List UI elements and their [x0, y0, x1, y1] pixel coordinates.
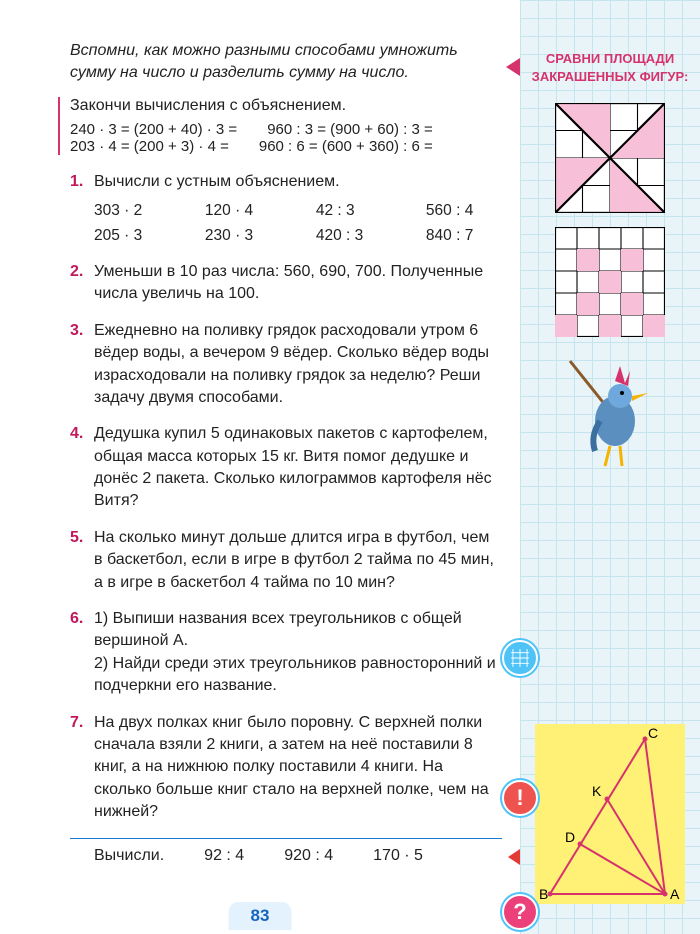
- finish-label: Закончи вычисления с объяснением.: [70, 97, 502, 115]
- exclamation-icon: !: [502, 780, 538, 816]
- task-text: На сколько минут дольше длится игра в фу…: [94, 527, 502, 594]
- vertex-K: K: [592, 783, 602, 799]
- task-text-2: 2) Найди среди этих треугольников равнос…: [94, 653, 502, 698]
- task-num: 4.: [70, 423, 94, 513]
- calc-grid: 303 · 2 120 · 4 42 : 3 560 : 4 205 · 3 2…: [94, 200, 502, 247]
- task-text: На двух полках книг было поровну. С верх…: [94, 712, 502, 824]
- cell: 420 : 3: [316, 225, 392, 247]
- page-number: 83: [229, 902, 292, 930]
- main-content: Вспомни, как можно разными способами умн…: [0, 0, 520, 934]
- vertex-C: C: [648, 725, 658, 741]
- cell: 303 · 2: [94, 200, 171, 222]
- eq-b2: 960 : 6 = (600 + 360) : 6 =: [259, 138, 433, 155]
- eq-b1: 203 · 4 = (200 + 3) · 4 =: [70, 138, 229, 155]
- vertex-D: D: [565, 829, 575, 845]
- task-text: Дедушка купил 5 одинаковых пакетов с кар…: [94, 423, 502, 513]
- triangle-diagram: A B C D K: [535, 724, 685, 904]
- figure-2-squares: [555, 227, 665, 337]
- sidebar-title: СРАВНИ ПЛОЩАДИ ЗАКРАШЕННЫХ ФИГУР:: [520, 50, 700, 95]
- cell: 840 : 7: [426, 225, 502, 247]
- question-icon: ?: [502, 894, 538, 930]
- task-5: 5. На сколько минут дольше длится игра в…: [70, 527, 502, 594]
- eq-row-2: 203 · 4 = (200 + 3) · 4 = 960 : 6 = (600…: [70, 138, 502, 155]
- cell: 560 : 4: [426, 200, 502, 222]
- intro-text: Вспомни, как можно разными способами умн…: [70, 40, 502, 83]
- separator: [70, 838, 502, 839]
- task-3: 3. Ежедневно на поливку грядок расходова…: [70, 320, 502, 410]
- task-num: 5.: [70, 527, 94, 594]
- task-text: Уменьши в 10 раз числа: 560, 690, 700. П…: [94, 261, 502, 306]
- task-num: 2.: [70, 261, 94, 306]
- footer-label: Вычисли.: [94, 847, 164, 865]
- task-text: Ежедневно на поливку грядок расходовали …: [94, 320, 502, 410]
- cell: 230 · 3: [205, 225, 282, 247]
- task-2: 2. Уменьши в 10 раз числа: 560, 690, 700…: [70, 261, 502, 306]
- sidebar: СРАВНИ ПЛОЩАДИ ЗАКРАШЕННЫХ ФИГУР:: [520, 0, 700, 934]
- eq-row-1: 240 · 3 = (200 + 40) · 3 = 960 : 3 = (90…: [70, 121, 502, 138]
- task-num: 3.: [70, 320, 94, 410]
- finish-block: Закончи вычисления с объяснением. 240 · …: [58, 97, 502, 155]
- task-num: 1.: [70, 171, 94, 247]
- grid-icon: [502, 640, 538, 676]
- task-num: 6.: [70, 608, 94, 698]
- vertex-B: B: [539, 886, 548, 902]
- task-7: 7. На двух полках книг было поровну. С в…: [70, 712, 502, 824]
- task-4: 4. Дедушка купил 5 одинаковых пакетов с …: [70, 423, 502, 513]
- footer-c3: 170 · 5: [373, 847, 423, 865]
- figure-1-pinwheel: [555, 103, 665, 213]
- vertex-A: A: [670, 886, 680, 902]
- cell: 42 : 3: [316, 200, 392, 222]
- task-1: 1. Вычисли с устным объяснением. 303 · 2…: [70, 171, 502, 247]
- bird-illustration: [560, 351, 660, 471]
- eq-a1: 240 · 3 = (200 + 40) · 3 =: [70, 121, 237, 138]
- task-num: 7.: [70, 712, 94, 824]
- footer-calc: Вычисли. 92 : 4 920 : 4 170 · 5: [70, 847, 502, 865]
- footer-c1: 92 : 4: [204, 847, 244, 865]
- cell: 120 · 4: [205, 200, 282, 222]
- eq-a2: 960 : 3 = (900 + 60) : 3 =: [267, 121, 433, 138]
- task-text: Вычисли с устным объяснением.: [94, 173, 340, 190]
- task-6: 6. 1) Выпиши названия всех треугольников…: [70, 608, 502, 698]
- cell: 205 · 3: [94, 225, 171, 247]
- footer-c2: 920 : 4: [284, 847, 333, 865]
- task-text-1: 1) Выпиши названия всех треугольников с …: [94, 608, 502, 653]
